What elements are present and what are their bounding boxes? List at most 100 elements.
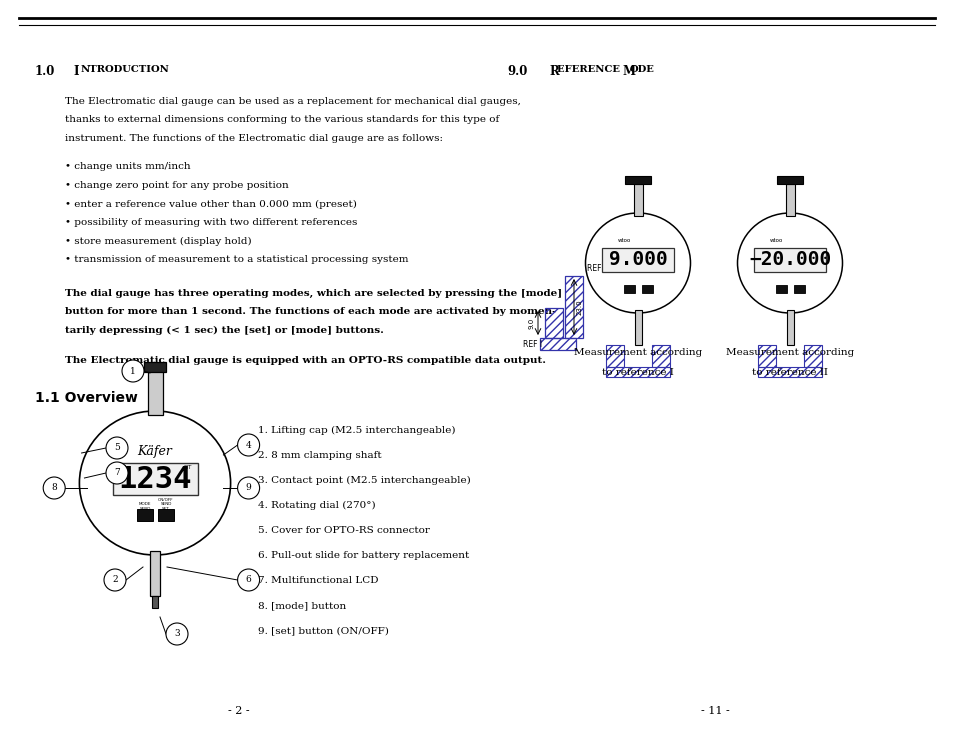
Bar bbox=[144, 362, 166, 372]
Circle shape bbox=[106, 437, 128, 459]
Text: 23.0: 23.0 bbox=[577, 299, 582, 315]
Bar bbox=[544, 308, 562, 338]
Text: 1: 1 bbox=[130, 367, 135, 376]
Text: REF II: REF II bbox=[586, 264, 608, 273]
Bar bbox=[758, 367, 821, 377]
Text: 3. Contact point (M2.5 interchangeable): 3. Contact point (M2.5 interchangeable) bbox=[257, 476, 470, 485]
Ellipse shape bbox=[585, 213, 690, 313]
Bar bbox=[539, 338, 576, 350]
Text: Measurement according: Measurement according bbox=[574, 348, 701, 357]
Text: Käfer: Käfer bbox=[137, 444, 172, 458]
Text: thanks to external dimensions conforming to the various standards for this type : thanks to external dimensions conforming… bbox=[65, 116, 498, 125]
Bar bbox=[633, 184, 641, 216]
Bar bbox=[785, 310, 793, 345]
Text: 8. [mode] button: 8. [mode] button bbox=[257, 601, 346, 610]
Text: to reference II: to reference II bbox=[751, 368, 827, 377]
Text: 2: 2 bbox=[112, 576, 117, 584]
Bar bbox=[803, 345, 821, 367]
Text: 1. Lifting cap (M2.5 interchangeable): 1. Lifting cap (M2.5 interchangeable) bbox=[257, 426, 455, 435]
Text: MODE
SEND: MODE SEND bbox=[138, 503, 152, 511]
Text: 7. Multifunctional LCD: 7. Multifunctional LCD bbox=[257, 576, 377, 585]
Bar bbox=[623, 285, 635, 293]
Bar bbox=[624, 176, 650, 184]
Text: The Electromatic dial gauge can be used as a replacement for mechanical dial gau: The Electromatic dial gauge can be used … bbox=[65, 97, 520, 106]
Bar bbox=[112, 463, 197, 495]
Circle shape bbox=[104, 569, 126, 591]
Bar bbox=[148, 370, 162, 415]
Bar bbox=[784, 184, 794, 216]
Text: MM: MM bbox=[117, 465, 127, 470]
Circle shape bbox=[237, 434, 259, 456]
Text: ON/OFF
SEND
SET: ON/OFF SEND SET bbox=[158, 498, 173, 511]
Text: 9.0: 9.0 bbox=[527, 317, 534, 328]
Bar bbox=[776, 176, 802, 184]
Text: 1234: 1234 bbox=[118, 464, 192, 494]
Text: 5: 5 bbox=[114, 444, 120, 452]
Bar bbox=[150, 551, 160, 596]
Text: The dial gauge has three operating modes, which are selected by pressing the [mo: The dial gauge has three operating modes… bbox=[65, 289, 561, 297]
Bar bbox=[793, 285, 804, 293]
Ellipse shape bbox=[737, 213, 841, 313]
Text: NTRODUCTION: NTRODUCTION bbox=[81, 65, 170, 74]
Text: tarily depressing (< 1 sec) the [set] or [mode] buttons.: tarily depressing (< 1 sec) the [set] or… bbox=[65, 325, 383, 334]
Text: Measurement according: Measurement according bbox=[725, 348, 853, 357]
Text: instrument. The functions of the Electromatic dial gauge are as follows:: instrument. The functions of the Electro… bbox=[65, 134, 442, 143]
Bar bbox=[564, 276, 582, 338]
Text: 4: 4 bbox=[246, 441, 252, 449]
Bar bbox=[605, 367, 669, 377]
Text: REF I: REF I bbox=[522, 340, 541, 349]
Text: 9: 9 bbox=[246, 483, 252, 492]
Text: wtoo: wtoo bbox=[769, 238, 782, 244]
Circle shape bbox=[106, 462, 128, 484]
Text: M: M bbox=[621, 65, 635, 78]
Text: • possibility of measuring with two different references: • possibility of measuring with two diff… bbox=[65, 218, 357, 227]
Text: −20.000: −20.000 bbox=[748, 250, 830, 269]
Text: button for more than 1 second. The functions of each mode are activated by momen: button for more than 1 second. The funct… bbox=[65, 307, 556, 316]
Text: 7: 7 bbox=[114, 469, 120, 477]
Bar bbox=[605, 345, 623, 367]
Bar bbox=[601, 248, 673, 272]
Text: 5. Cover for OPTO-RS connector: 5. Cover for OPTO-RS connector bbox=[257, 526, 429, 535]
Text: 6: 6 bbox=[246, 576, 252, 584]
Text: 6. Pull-out slide for battery replacement: 6. Pull-out slide for battery replacemen… bbox=[257, 551, 468, 560]
Text: SIT: SIT bbox=[184, 465, 193, 470]
Bar bbox=[641, 285, 652, 293]
Bar bbox=[651, 345, 669, 367]
Text: 2. 8 mm clamping shaft: 2. 8 mm clamping shaft bbox=[257, 451, 381, 460]
Text: 9.000: 9.000 bbox=[608, 250, 667, 269]
Text: The Electromatic dial gauge is equipped with an OPTO-RS compatible data output.: The Electromatic dial gauge is equipped … bbox=[65, 356, 545, 365]
Circle shape bbox=[122, 360, 144, 382]
Text: 9.0: 9.0 bbox=[506, 65, 527, 78]
Text: wtoo: wtoo bbox=[618, 238, 631, 244]
Circle shape bbox=[166, 623, 188, 645]
Bar bbox=[753, 248, 825, 272]
Text: 1.1 Overview: 1.1 Overview bbox=[35, 391, 138, 405]
Circle shape bbox=[43, 477, 65, 499]
Circle shape bbox=[237, 477, 259, 499]
Text: R: R bbox=[548, 65, 558, 78]
Text: 3: 3 bbox=[174, 630, 179, 638]
Text: 9. [set] button (ON/OFF): 9. [set] button (ON/OFF) bbox=[257, 626, 388, 635]
Text: • store measurement (display hold): • store measurement (display hold) bbox=[65, 236, 252, 246]
Bar bbox=[152, 596, 158, 608]
Text: I: I bbox=[73, 65, 78, 78]
Text: • enter a reference value other than 0.000 mm (preset): • enter a reference value other than 0.0… bbox=[65, 199, 356, 209]
Text: 8: 8 bbox=[51, 483, 57, 492]
Bar bbox=[158, 509, 173, 521]
Text: 1.0: 1.0 bbox=[35, 65, 55, 78]
Bar bbox=[758, 345, 775, 367]
Text: - 11 -: - 11 - bbox=[700, 706, 729, 716]
Text: • transmission of measurement to a statistical processing system: • transmission of measurement to a stati… bbox=[65, 255, 408, 264]
Text: EFERENCE: EFERENCE bbox=[557, 65, 623, 74]
Circle shape bbox=[237, 569, 259, 591]
Text: to reference I: to reference I bbox=[601, 368, 673, 377]
Bar bbox=[137, 509, 152, 521]
Text: • change units mm/inch: • change units mm/inch bbox=[65, 162, 191, 171]
Text: • change zero point for any probe position: • change zero point for any probe positi… bbox=[65, 181, 289, 190]
Bar bbox=[775, 285, 786, 293]
Text: 4. Rotating dial (270°): 4. Rotating dial (270°) bbox=[257, 501, 375, 510]
Text: - 2 -: - 2 - bbox=[228, 706, 249, 716]
Ellipse shape bbox=[79, 411, 231, 555]
Text: ODE: ODE bbox=[629, 65, 654, 74]
Bar bbox=[634, 310, 640, 345]
